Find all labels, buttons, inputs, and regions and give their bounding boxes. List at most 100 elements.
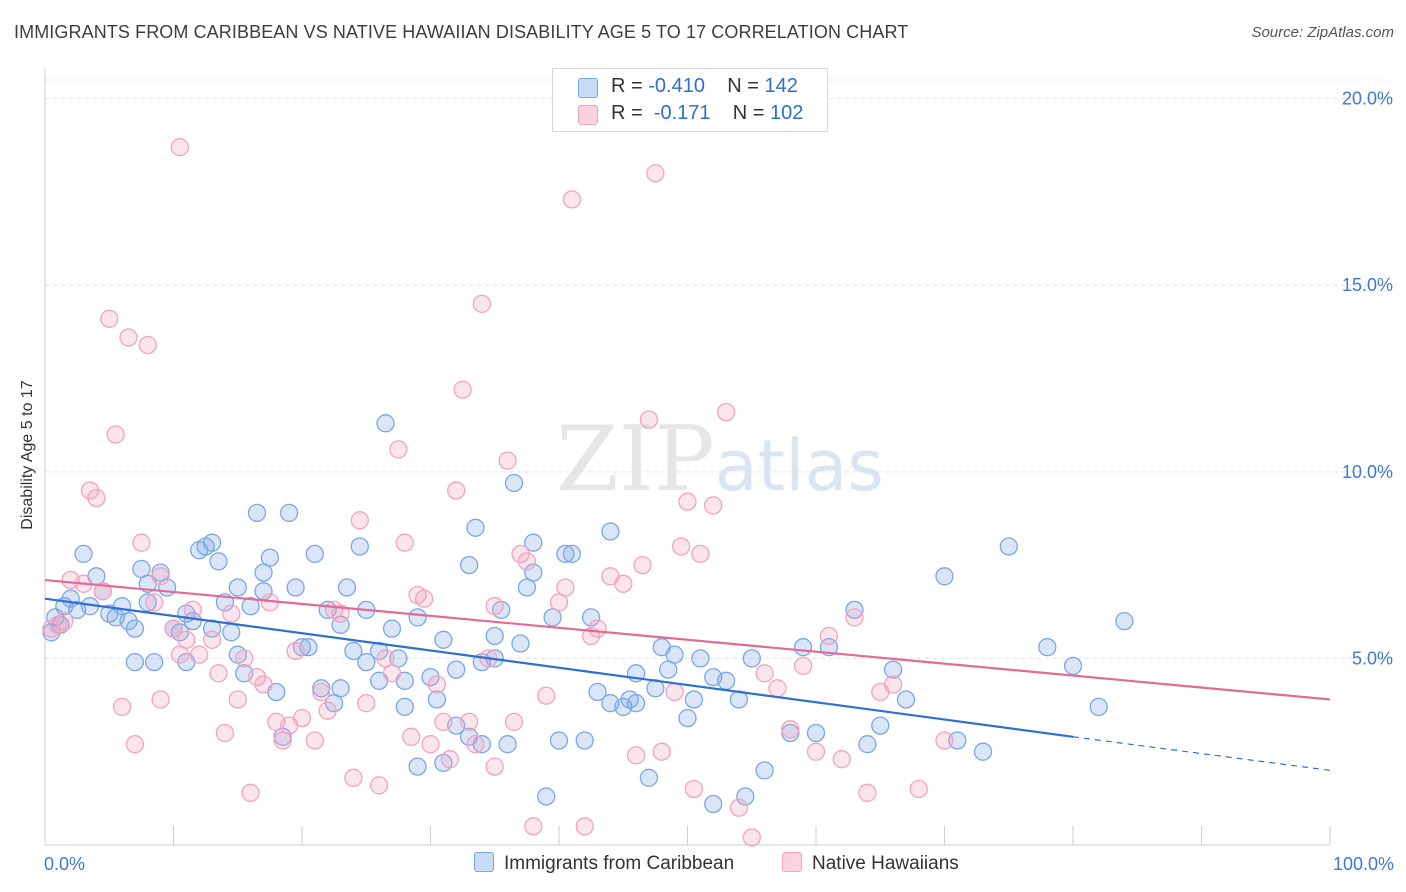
point-caribbean (344, 641, 363, 661)
point-hawaiian (151, 690, 170, 709)
point-hawaiian (716, 402, 736, 422)
point-caribbean (524, 533, 543, 552)
point-hawaiian (858, 783, 877, 802)
y-tick-label: 20.0% (1342, 89, 1393, 109)
point-hawaiian (562, 190, 582, 209)
point-hawaiian (588, 619, 607, 638)
point-hawaiian (202, 630, 222, 649)
point-hawaiian (633, 555, 652, 575)
point-hawaiian (312, 682, 331, 702)
point-caribbean (408, 757, 427, 776)
legend-swatch-caribbean (578, 78, 598, 98)
point-caribbean (684, 690, 704, 709)
point-hawaiian (55, 611, 74, 631)
point-caribbean (626, 694, 646, 713)
point-hawaiian (235, 649, 254, 668)
bottom-legend-hawaiian: Native Hawaiians (782, 852, 959, 875)
point-caribbean (1115, 611, 1134, 631)
x-tick-label: 100.0% (1333, 854, 1394, 874)
point-caribbean (665, 645, 684, 664)
point-hawaiian (344, 768, 363, 787)
point-caribbean (556, 544, 575, 564)
point-hawaiian (755, 664, 774, 683)
point-caribbean (202, 533, 222, 552)
point-caribbean (537, 787, 556, 806)
point-caribbean (973, 742, 993, 761)
point-caribbean (125, 619, 145, 638)
point-hawaiian (286, 641, 305, 661)
point-hawaiian (684, 779, 704, 799)
point-hawaiian (678, 492, 697, 511)
point-hawaiian (247, 667, 267, 687)
point-hawaiian (305, 731, 324, 750)
y-tick-label: 5.0% (1352, 648, 1393, 668)
point-hawaiian (447, 481, 466, 500)
point-caribbean (793, 638, 813, 657)
point-caribbean (871, 716, 890, 735)
point-caribbean (260, 548, 280, 567)
point-hawaiian (665, 682, 684, 702)
point-hawaiian (100, 309, 119, 328)
point-hawaiian (106, 425, 125, 444)
point-caribbean (1038, 638, 1057, 657)
point-hawaiian (626, 746, 646, 765)
point-caribbean (806, 723, 826, 743)
point-caribbean (883, 660, 903, 679)
point-hawaiian (215, 723, 235, 743)
point-hawaiian (421, 735, 440, 754)
watermark: ZIPatlas (556, 407, 884, 512)
point-caribbean (1089, 697, 1108, 717)
point-caribbean (421, 667, 440, 687)
point-hawaiian (93, 582, 112, 601)
point-hawaiian (768, 679, 787, 698)
point-hawaiian (691, 544, 710, 564)
point-hawaiian (704, 496, 723, 515)
point-hawaiian (414, 589, 434, 608)
point-hawaiian (132, 533, 151, 552)
bottom-legend-swatch-hawaiian (782, 852, 802, 872)
point-caribbean (279, 503, 299, 523)
point-hawaiian (427, 675, 447, 694)
point-hawaiian (318, 701, 337, 720)
point-hawaiian (517, 552, 537, 571)
point-hawaiian (575, 817, 594, 836)
point-hawaiian (119, 328, 138, 347)
point-hawaiian (498, 451, 517, 470)
chart-title: IMMIGRANTS FROM CARIBBEAN VS NATIVE HAWA… (14, 22, 909, 42)
point-caribbean (305, 544, 324, 564)
point-hawaiian (434, 712, 453, 732)
point-caribbean (639, 768, 659, 787)
point-caribbean (896, 690, 916, 709)
trend-line-hawaiian (44, 578, 1331, 701)
point-hawaiian (87, 488, 106, 508)
point-hawaiian (402, 727, 421, 746)
point-hawaiian (806, 742, 826, 761)
x-tick-label: 0.0% (44, 854, 85, 874)
point-hawaiian (254, 675, 273, 694)
point-hawaiian (382, 664, 402, 683)
point-caribbean (742, 649, 761, 668)
point-hawaiian (729, 798, 749, 817)
point-caribbean (382, 619, 402, 638)
point-hawaiian (646, 164, 665, 183)
trend-line-caribbean (44, 597, 1074, 738)
point-caribbean (601, 522, 620, 541)
correlation-legend: R = -0.410 N = 142 R = -0.171 N = 102 (552, 68, 828, 132)
point-caribbean (357, 652, 376, 672)
point-hawaiian (671, 537, 691, 556)
point-caribbean (498, 735, 517, 754)
point-caribbean (948, 731, 967, 750)
point-caribbean (434, 630, 453, 649)
point-caribbean (845, 600, 864, 620)
point-caribbean (588, 682, 607, 702)
point-hawaiian (556, 578, 575, 597)
point-hawaiian (440, 750, 459, 769)
point-hawaiian (80, 481, 100, 500)
point-hawaiian (466, 735, 485, 754)
point-caribbean (408, 608, 427, 627)
point-hawaiian (485, 757, 504, 776)
point-caribbean (485, 626, 504, 646)
point-caribbean (581, 608, 601, 627)
point-hawaiian (845, 608, 864, 627)
point-caribbean (209, 552, 228, 571)
